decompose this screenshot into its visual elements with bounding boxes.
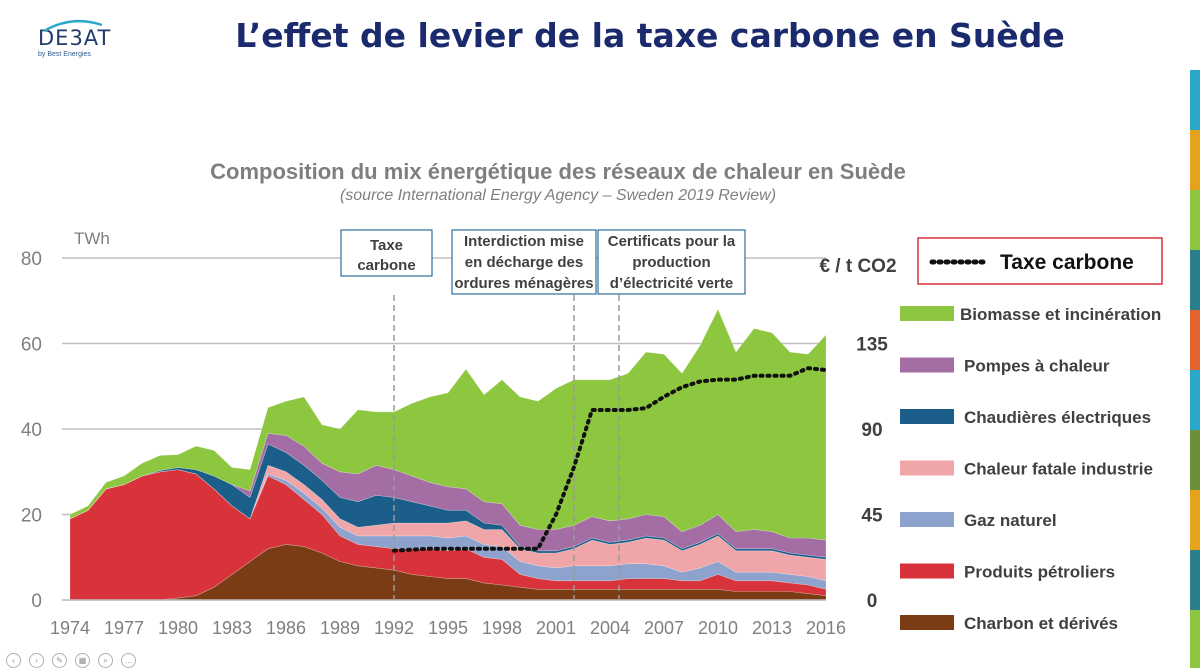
annotation-text: Taxe	[370, 237, 403, 254]
area-biomasse	[69, 308, 827, 541]
y-tick-label: 60	[21, 335, 42, 356]
y-tick-label: 0	[31, 591, 42, 612]
legend-swatch-chaleur_fatale	[900, 460, 954, 476]
logo-tagline: by Best Energies	[38, 51, 91, 58]
annotation-box	[597, 229, 746, 295]
x-tick-label: 2004	[590, 618, 630, 638]
y-tick-label: 40	[21, 420, 42, 441]
annotation-box	[451, 229, 597, 295]
legend-label-chaleur_fatale: Chaleur fatale industrie	[964, 460, 1153, 479]
zoom-icon[interactable]: ⌕	[98, 653, 113, 668]
debat-logo: DE3AT by Best Energies	[38, 19, 112, 58]
pen-icon[interactable]: ✎	[52, 653, 67, 668]
logo-arc-icon	[43, 19, 103, 33]
annotation-text: carbone	[357, 257, 415, 274]
annotation-box	[340, 229, 433, 277]
y-tick-label: 20	[21, 506, 42, 527]
y-tick-label: 80	[21, 249, 42, 270]
legend-label-petroliers: Produits pétroliers	[964, 563, 1115, 582]
x-tick-label: 2007	[644, 618, 684, 638]
tax-line	[392, 366, 828, 553]
y2-axis-label: € / t CO2	[819, 256, 896, 277]
x-tick-label: 1983	[212, 618, 252, 638]
legend-label-gaz: Gaz naturel	[964, 511, 1057, 530]
x-tick-label: 1986	[266, 618, 306, 638]
y-axis-label: TWh	[74, 229, 110, 248]
legend-label-biomasse: Biomasse et incinération	[960, 305, 1161, 324]
legend-swatch-gaz	[900, 512, 954, 527]
x-tick-label: 1995	[428, 618, 468, 638]
annotation-text: Interdiction mise	[464, 233, 584, 250]
annotation-text: Certificats pour la	[608, 233, 736, 250]
page-title: L’effet de levier de la taxe carbone en …	[235, 16, 1065, 55]
legend-label-chaudieres: Chaudières électriques	[964, 408, 1151, 427]
x-tick-label: 1974	[50, 618, 90, 638]
legend-swatch-chaudieres	[900, 409, 954, 424]
legend-swatch-petroliers	[900, 563, 954, 579]
annotation-text: ordures ménagères	[454, 275, 593, 292]
prev-slide-icon[interactable]: ‹	[6, 653, 21, 668]
more-icon[interactable]: …	[121, 653, 136, 668]
chart-subtitle: (source International Energy Agency – Sw…	[340, 187, 776, 204]
x-tick-label: 2013	[752, 618, 792, 638]
y2-tick-label: 45	[861, 506, 883, 527]
x-tick-label: 2016	[806, 618, 846, 638]
x-tick-label: 2010	[698, 618, 738, 638]
x-tick-label: 2001	[536, 618, 576, 638]
chart-title: Composition du mix énergétique des résea…	[210, 159, 906, 184]
annotation-text: production	[632, 254, 710, 271]
slides-icon[interactable]: ▦	[75, 653, 90, 668]
logo-wordmark: DE3AT	[38, 26, 112, 50]
x-tick-label: 1998	[482, 618, 522, 638]
x-tick-label: 1977	[104, 618, 144, 638]
annotation-text: d’électricité verte	[610, 275, 733, 292]
annotation-text: en décharge des	[465, 254, 583, 271]
legend-tax-label: Taxe carbone	[1000, 251, 1134, 274]
x-tick-label: 1992	[374, 618, 414, 638]
x-tick-label: 1989	[320, 618, 360, 638]
legend-swatch-charbon	[900, 615, 954, 630]
legend-label-pompes: Pompes à chaleur	[964, 357, 1110, 376]
slide-controls: ‹ › ✎ ▦ ⌕ …	[6, 653, 136, 668]
y2-tick-label: 135	[856, 335, 888, 356]
legend-swatch-biomasse	[900, 306, 954, 321]
y2-tick-label: 0	[867, 591, 878, 612]
y2-tick-label: 90	[861, 420, 882, 441]
legend-swatch-pompes	[900, 357, 954, 373]
next-slide-icon[interactable]: ›	[29, 653, 44, 668]
x-tick-label: 1980	[158, 618, 198, 638]
decorative-stripes	[1190, 70, 1200, 668]
legend-label-charbon: Charbon et dérivés	[964, 614, 1118, 633]
